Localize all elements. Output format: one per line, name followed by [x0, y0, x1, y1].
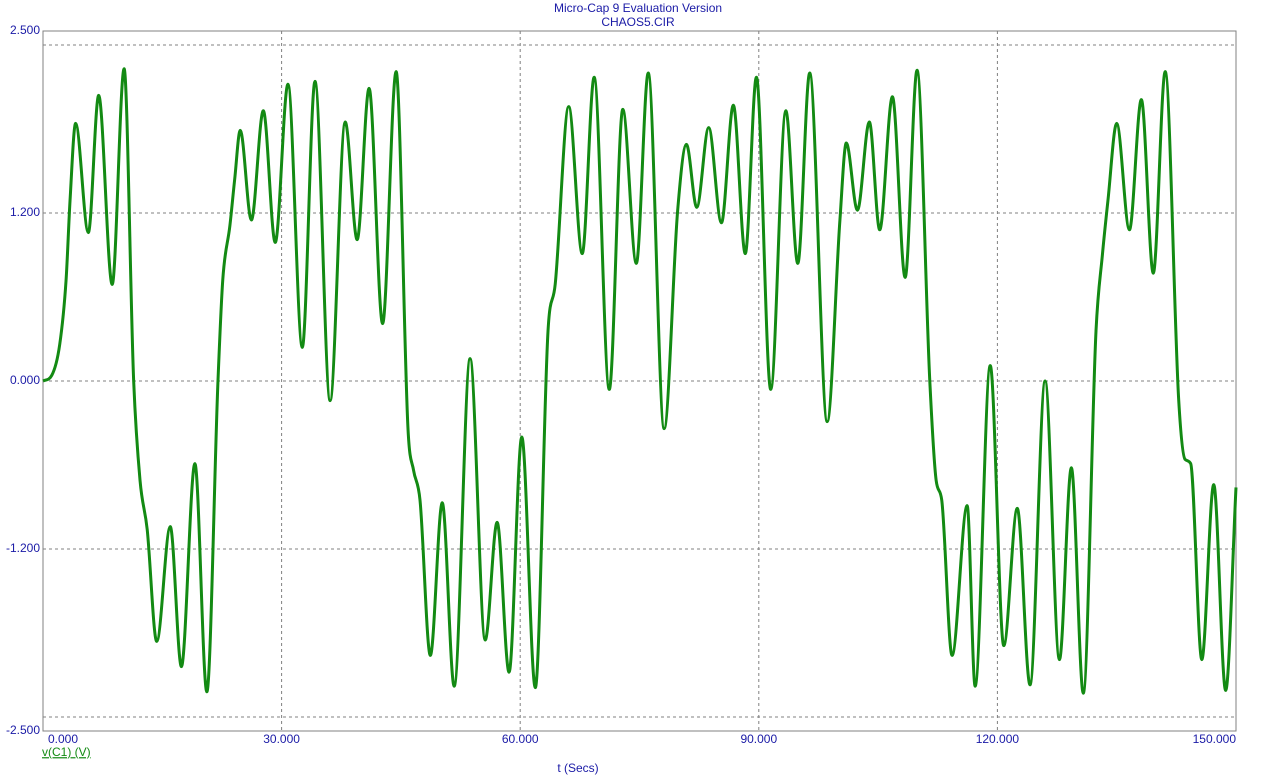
x-axis-label: t (Secs)	[557, 761, 598, 775]
x-tick-label: 60.000	[502, 732, 539, 746]
legend-label: v(C1) (V)	[42, 745, 91, 759]
y-tick-label: 2.500	[10, 23, 40, 37]
y-tick-label: -2.500	[6, 723, 40, 737]
y-tick-label: 0.000	[10, 373, 40, 387]
y-tick-label: -1.200	[6, 541, 40, 555]
x-tick-label: 30.000	[263, 732, 300, 746]
x-tick-label: 150.000	[1193, 732, 1237, 746]
x-tick-label: 120.000	[976, 732, 1020, 746]
x-tick-label: 90.000	[740, 732, 777, 746]
chart-title: Micro-Cap 9 Evaluation Version	[554, 1, 722, 15]
y-tick-label: 1.200	[10, 205, 40, 219]
x-tick-label: 0.000	[48, 732, 78, 746]
data-line	[42, 67, 1238, 695]
chart-subtitle: CHAOS5.CIR	[601, 15, 675, 29]
